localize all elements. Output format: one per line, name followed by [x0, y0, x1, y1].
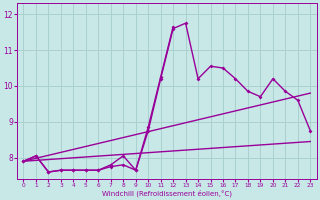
X-axis label: Windchill (Refroidissement éolien,°C): Windchill (Refroidissement éolien,°C)	[102, 189, 232, 197]
